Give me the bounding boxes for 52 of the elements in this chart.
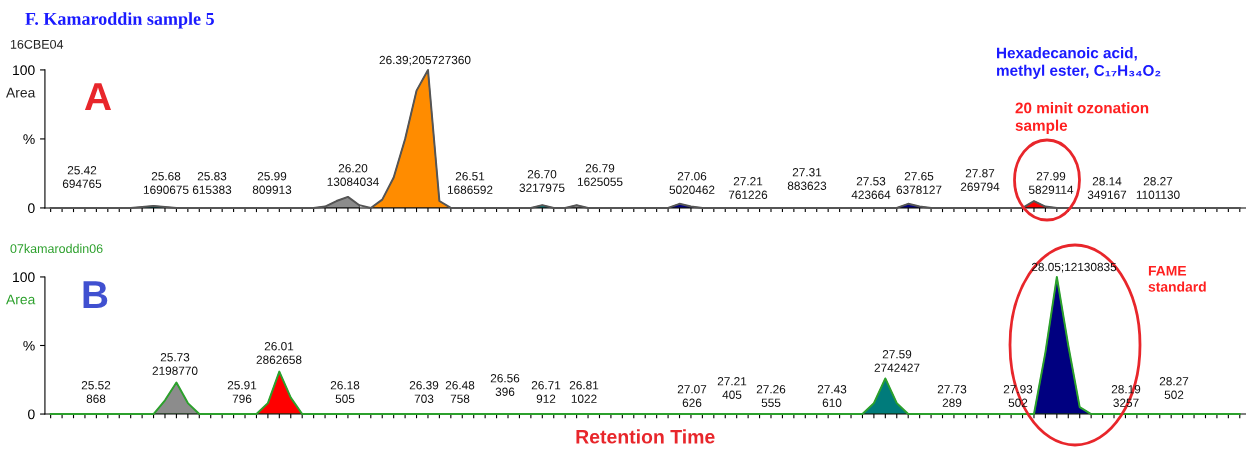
y-axis-title: Area [6, 294, 36, 305]
annotation: 25.52 868 [81, 381, 111, 403]
annotation: 27.99 5829114 [1028, 172, 1074, 194]
annotation: 26.81 1022 [569, 381, 599, 403]
annotation: 27.87 269794 [960, 169, 1000, 191]
y-tick-label: % [23, 134, 35, 145]
annotation: 27.73 289 [937, 385, 967, 407]
annotation: 25.42 694765 [62, 166, 102, 188]
annotation: FAME standard [1148, 266, 1206, 292]
annotation: 27.21 405 [717, 377, 747, 399]
annotation: 25.83 615383 [192, 172, 232, 194]
annotation: 27.07 626 [677, 385, 707, 407]
annotation: 26.56 396 [490, 374, 520, 396]
annotation: 27.31 883623 [787, 168, 827, 190]
chart-subtitle: 16CBE04 [10, 39, 64, 49]
annotation: 26.70 3217975 [519, 170, 565, 192]
y-tick-label: 100 [13, 65, 35, 76]
annotation: 27.26 555 [756, 385, 786, 407]
annotation: 26.71 912 [531, 381, 561, 403]
annotation: 26.51 1686592 [447, 172, 493, 194]
annotation: 28.27 1101130 [1136, 177, 1180, 199]
annotation: 27.65 6378127 [896, 172, 942, 194]
annotation: 27.59 2742427 [874, 350, 920, 372]
annotation: 26.20 13084034 [327, 164, 379, 186]
annotation: 26.01 2862658 [256, 342, 302, 364]
y-tick-label: 100 [13, 272, 35, 283]
annotation: A [84, 83, 112, 111]
annotation: 20 minit ozonation sample [1015, 102, 1149, 134]
y-axis-title: Area [6, 87, 36, 98]
annotation: 27.43 610 [817, 385, 847, 407]
annotation: 26.48 758 [445, 381, 475, 403]
annotation: 25.73 2198770 [152, 353, 198, 375]
y-tick-label: % [23, 340, 35, 351]
y-tick-label: 0 [28, 409, 35, 420]
annotation: 25.68 1690675 [143, 172, 189, 194]
annotation: 26.79 1625055 [577, 164, 623, 186]
annotation: Hexadecanoic acid, methyl ester, C₁₇H₃₄O₂ [997, 47, 1161, 79]
annotation: 25.99 809913 [252, 172, 292, 194]
annotation: 25.91 796 [227, 381, 257, 403]
x-axis-title: Retention Time [576, 429, 715, 444]
annotation: 27.21 761226 [728, 177, 768, 199]
text: 26.39;205727360 [379, 55, 471, 66]
annotation: B [83, 281, 108, 309]
annotation: 26.39 703 [409, 381, 439, 403]
annotation: 26.18 505 [330, 381, 360, 403]
annotation: 28.27 502 [1159, 377, 1189, 399]
chart-subtitle: 07kamaroddin06 [10, 243, 103, 254]
annotation: 27.06 5020462 [669, 172, 715, 194]
y-tick-label: 0 [28, 203, 35, 214]
chart-title: F. Kamaroddin sample 5 [25, 12, 214, 29]
annotation: 27.53 423664 [851, 177, 891, 199]
annotation: 28.14 349167 [1087, 177, 1127, 199]
